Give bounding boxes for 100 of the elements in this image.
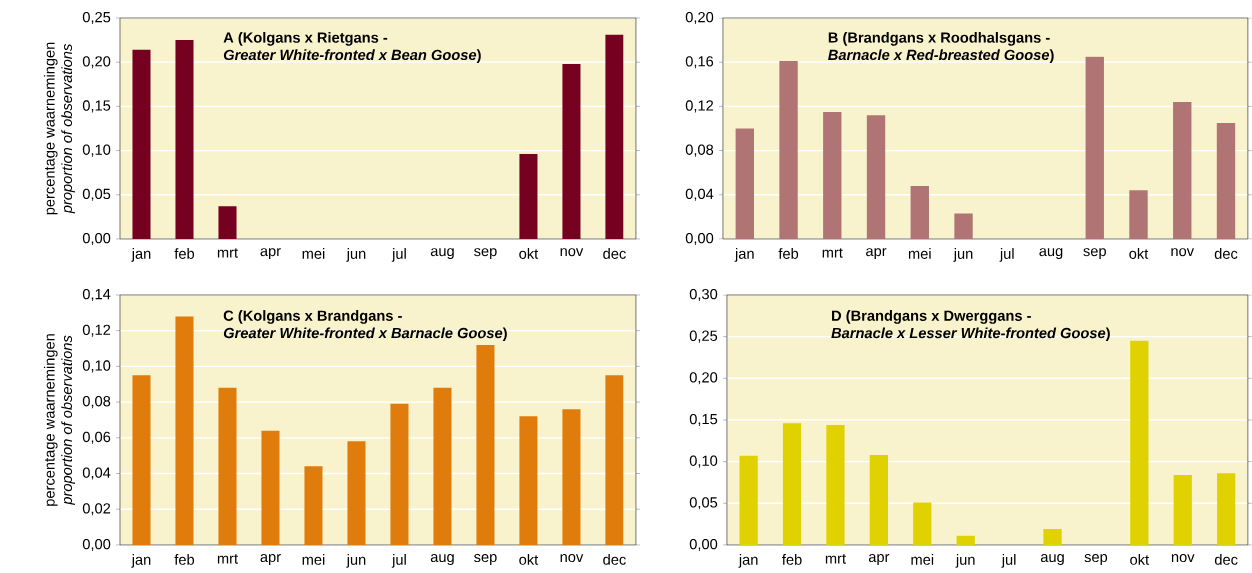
bar (1085, 56, 1104, 240)
bar (605, 34, 624, 240)
bar (476, 345, 495, 546)
x-tick-label: feb (174, 554, 195, 566)
x-tick-label: sep (1083, 248, 1106, 260)
y-tick-label: 0,10 (82, 144, 111, 157)
text: Barnacle x Lesser White-fronted Goose) (831, 327, 1110, 342)
bar (562, 64, 581, 240)
bar (823, 112, 842, 240)
y-tick-label: 0,14 (82, 289, 111, 302)
bar (866, 115, 886, 240)
text: proportion of observations (61, 335, 75, 506)
x-tick-label: dec (1214, 554, 1238, 566)
bar (261, 430, 280, 546)
x-tick-label: feb (174, 248, 195, 260)
y-tick-label: 0,20 (685, 12, 714, 25)
x-tick-label: sep (1084, 554, 1108, 566)
y-tick-label: 0,04 (685, 188, 714, 201)
y-tick-label: 0,00 (82, 233, 111, 246)
bar (910, 186, 929, 240)
x-tick-label: feb (778, 248, 799, 260)
x-tick-label: mei (302, 248, 325, 260)
bar (175, 40, 194, 240)
bar (175, 316, 194, 546)
bar (390, 404, 409, 546)
bar (782, 423, 802, 546)
bar (869, 455, 888, 546)
x-tick-label: okt (1130, 554, 1150, 566)
x-tick-label: okt (519, 248, 539, 260)
x-tick-label: jun (346, 248, 366, 262)
y-tick-label: 0,10 (689, 455, 718, 468)
y-tick-label: 0,15 (82, 100, 111, 113)
bar (1043, 529, 1062, 546)
bar (1130, 340, 1149, 546)
y-tick-label: 0,05 (82, 188, 111, 201)
bar (605, 375, 624, 546)
x-tick-label: jan (131, 554, 151, 568)
x-tick-label: aug (1039, 248, 1063, 260)
y-tick-label: 0,20 (689, 372, 718, 385)
y-tick-label: 0,10 (82, 360, 111, 373)
x-tick-label: jul (1001, 554, 1016, 568)
y-tick-label: 0,02 (82, 503, 111, 516)
text: Greater White-fronted x Bean Goose) (223, 49, 481, 64)
x-tick-label: apr (260, 248, 281, 260)
x-tick-label: jun (953, 248, 973, 262)
x-tick-label: nov (560, 248, 584, 257)
y-tick-label: 0,05 (689, 497, 718, 510)
x-tick-label: okt (1129, 248, 1149, 260)
y-tick-label: 0,25 (689, 330, 718, 343)
bar (913, 502, 932, 546)
x-tick-label: mrt (217, 248, 238, 258)
bar (132, 375, 151, 546)
x-tick-label: nov (1171, 554, 1195, 563)
x-tick-label: dec (603, 554, 626, 566)
x-tick-label: aug (1040, 554, 1064, 566)
x-tick-label: mei (302, 554, 325, 566)
x-tick-label: sep (474, 554, 497, 566)
bar (1217, 473, 1236, 546)
bar (519, 416, 538, 546)
bar (218, 387, 237, 546)
x-tick-label: jul (391, 554, 406, 568)
bar (826, 425, 845, 546)
x-tick-label: nov (1171, 248, 1195, 257)
y-tick-label: 0,04 (82, 467, 111, 480)
x-tick-label: apr (260, 554, 281, 566)
y-tick-label: 0,00 (685, 233, 714, 246)
x-tick-label: mrt (825, 554, 846, 564)
x-tick-label: aug (430, 248, 454, 260)
bar (956, 535, 975, 546)
x-tick-label: mrt (217, 554, 238, 564)
y-tick-label: 0,12 (82, 324, 111, 337)
bar (1173, 102, 1192, 240)
x-tick-label: jul (999, 248, 1014, 262)
x-tick-label: jun (955, 554, 975, 568)
y-tick-label: 0,00 (82, 539, 111, 552)
x-tick-label: mrt (822, 248, 843, 258)
x-tick-label: jan (734, 248, 754, 262)
bar (218, 206, 237, 240)
text: B (Brandgans x Roodhalsgans - (828, 32, 1050, 46)
bar (739, 455, 758, 546)
text: proportion of observations (61, 44, 75, 214)
y-tick-label: 0,16 (685, 56, 714, 69)
bar (735, 128, 754, 240)
y-tick-label: 0,20 (82, 56, 111, 69)
text: D (Brandgans x Dwerggans - (832, 310, 1031, 325)
text: Greater White-fronted x Barnacle Goose) (223, 327, 507, 342)
bar (779, 61, 798, 240)
bar (954, 213, 973, 240)
text: Barnacle x Red-breasted Goose) (828, 49, 1054, 64)
bar (347, 441, 366, 546)
bar (304, 466, 323, 546)
text: A (Kolgans x Rietgans - (223, 32, 388, 46)
x-tick-label: sep (474, 248, 497, 260)
y-tick-label: 0,06 (82, 431, 111, 445)
x-tick-label: jul (391, 248, 406, 262)
x-tick-label: jun (346, 554, 366, 568)
x-tick-label: dec (1214, 248, 1238, 260)
y-tick-label: 0,15 (689, 414, 718, 427)
y-tick-label: 0,00 (689, 539, 718, 552)
y-axis-title: percentage waarnemingen (43, 334, 58, 506)
